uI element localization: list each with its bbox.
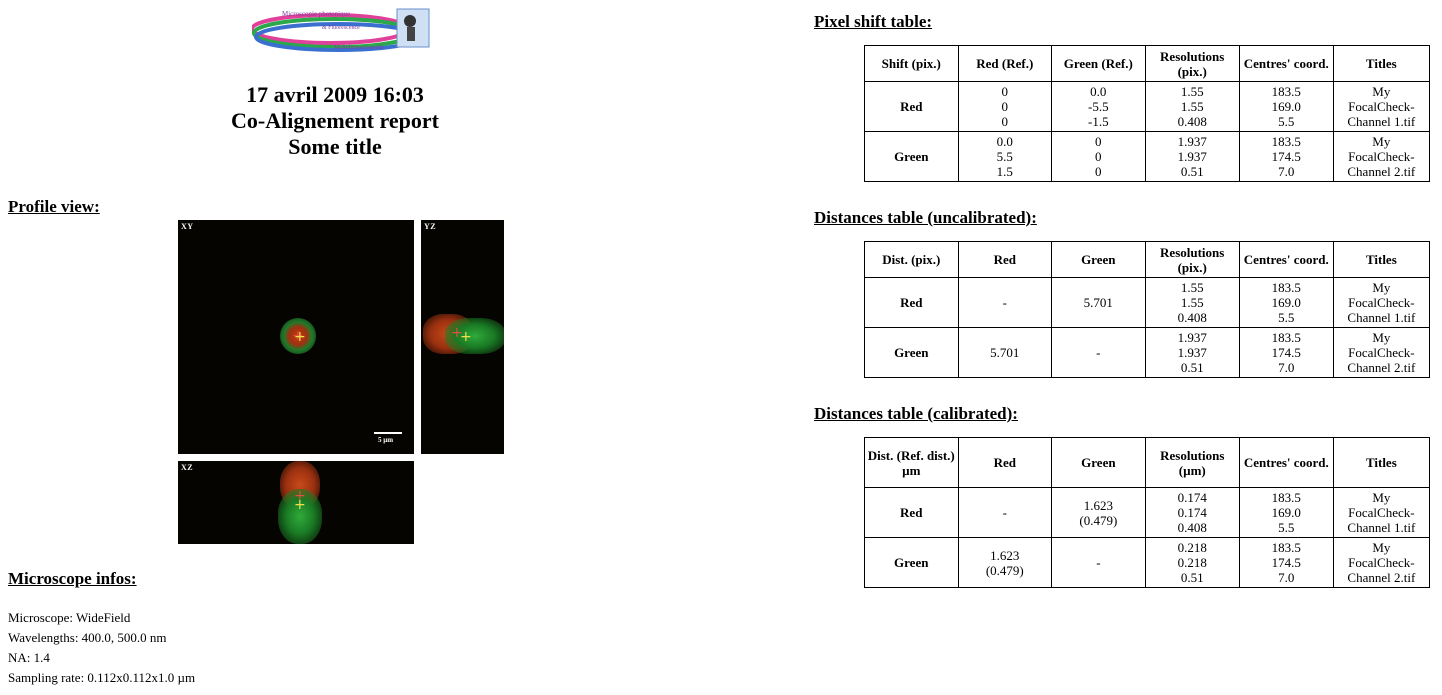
row-header: Red — [864, 487, 959, 538]
yz-label: YZ — [424, 222, 437, 231]
xz-profile-image: XZ + + — [178, 461, 414, 544]
column-header: Green — [1051, 241, 1146, 278]
column-header: Red — [957, 241, 1053, 278]
table-cell: - — [1051, 537, 1146, 588]
column-header: Green (Ref.) — [1051, 45, 1146, 82]
table-cell: 1.937 1.937 0.51 — [1144, 131, 1240, 182]
table-cell: 1.623 (0.479) — [957, 537, 1053, 588]
xy-bead-spot — [280, 318, 316, 354]
table-cell: 0.218 0.218 0.51 — [1144, 537, 1240, 588]
column-header: Green — [1051, 437, 1146, 488]
table-row: Green 1.623 (0.479) -0.218 0.218 0.51 183.5… — [864, 537, 1431, 588]
table-cell: 0.0 -5.5 -1.5 — [1051, 81, 1146, 132]
table-row: Red -5.701 1.55 1.55 0.408 183.5 169.0 5.5 M… — [864, 277, 1431, 328]
table-cell: 1.55 1.55 0.408 — [1144, 81, 1240, 132]
row-header: Green — [864, 131, 959, 182]
column-header: Dist. (Ref. dist.) µm — [864, 437, 959, 488]
xz-label: XZ — [181, 463, 194, 472]
table-cell: 183.5 174.5 7.0 — [1238, 537, 1334, 588]
logo-line-1: Microscopie photonique — [282, 10, 350, 18]
report-date: 17 avril 2009 16:03 — [246, 82, 424, 107]
table-cell: My FocalCheck- Channel 1.tif — [1332, 81, 1431, 132]
pixel-shift-title: Pixel shift table: — [814, 12, 933, 31]
info-na: NA: 1.4 — [8, 650, 50, 665]
table-cell: 183.5 169.0 5.5 — [1238, 487, 1334, 538]
column-header: Titles — [1332, 437, 1431, 488]
table-cell: My FocalCheck- Channel 2.tif — [1332, 327, 1431, 378]
table-cell: 0.174 0.174 0.408 — [1144, 487, 1240, 538]
table-cell: 183.5 169.0 5.5 — [1238, 277, 1334, 328]
uncal-distances-table: Dist. (pix.) Red Green Resolutions (pix.) Ce… — [864, 241, 1431, 378]
table-cell: 1.55 1.55 0.408 — [1144, 277, 1240, 328]
xy-green-cross: + — [294, 329, 306, 345]
column-header: Titles — [1332, 45, 1431, 82]
column-header: Centres' coord. — [1238, 45, 1334, 82]
yz-profile-image: YZ + + — [421, 220, 504, 454]
column-header: Centres' coord. — [1238, 241, 1334, 278]
microscope-infos-title: Microscope infos: — [8, 569, 137, 588]
table-row: Red 0 0 0 0.0 -5.5 -1.5 1.55 1.55 0.408 183.… — [864, 81, 1431, 132]
table-cell: 183.5 174.5 7.0 — [1238, 131, 1334, 182]
table-cell: - — [1051, 327, 1146, 378]
table-cell: 1.623 (0.479) — [1051, 487, 1146, 538]
logo-line-2: & Fluorescence — [322, 25, 360, 31]
table-cell: 5.701 — [1051, 277, 1146, 328]
profile-view-title: Profile view: — [8, 197, 100, 216]
institution-logo: Microscopie photonique & Fluorescence Mu… — [250, 5, 432, 55]
scale-bar-label: 5 µm — [378, 436, 394, 444]
uncal-distances-title: Distances table (uncalibrated): — [814, 208, 1037, 227]
logo-line-3: Multidimensionnelle — [334, 45, 384, 51]
xy-red-cross: + — [292, 328, 304, 344]
microscope-info-list: Microscope: WideField Wavelengths: 400.0… — [8, 608, 195, 688]
info-microscope: Microscope: WideField — [8, 610, 131, 625]
xz-green-cross: + — [294, 497, 306, 513]
xz-green-spot — [278, 489, 322, 544]
table-cell: My FocalCheck- Channel 2.tif — [1332, 131, 1431, 182]
table-cell: My FocalCheck- Channel 1.tif — [1332, 487, 1431, 538]
info-sampling-rate: Sampling rate: 0.112x0.112x1.0 µm — [8, 670, 196, 685]
yz-green-cross: + — [460, 329, 472, 345]
table-row: Green 5.701-1.937 1.937 0.51 183.5 174.5 7… — [864, 327, 1431, 378]
table-cell: 183.5 169.0 5.5 — [1238, 81, 1334, 132]
column-header: Dist. (pix.) — [864, 241, 959, 278]
table-cell: - — [957, 487, 1053, 538]
info-wavelengths: Wavelengths: 400.0, 500.0 nm — [8, 630, 167, 645]
cal-distances-title: Distances table (calibrated): — [814, 404, 1018, 423]
xy-label: XY — [181, 222, 194, 231]
column-header: Resolutions (pix.) — [1144, 241, 1240, 278]
table-cell: 1.937 1.937 0.51 — [1144, 327, 1240, 378]
table-cell: My FocalCheck- Channel 1.tif — [1332, 277, 1431, 328]
table-cell: 183.5 174.5 7.0 — [1238, 327, 1334, 378]
row-header: Green — [864, 327, 959, 378]
pixel-shift-table: Shift (pix.) Red (Ref.) Green (Ref.) Resolu… — [864, 45, 1431, 182]
xy-profile-image: XY + + 5 µm — [178, 220, 414, 454]
row-header: Green — [864, 537, 959, 588]
table-cell: 0 0 0 — [1051, 131, 1146, 182]
cal-distances-table: Dist. (Ref. dist.) µm Red Green Resolutions… — [864, 437, 1431, 588]
column-header: Red (Ref.) — [957, 45, 1053, 82]
report-title: Co-Alignement report — [231, 108, 439, 133]
column-header: Shift (pix.) — [864, 45, 959, 82]
column-header: Red — [957, 437, 1053, 488]
column-header: Resolutions (µm) — [1144, 437, 1240, 488]
column-header: Titles — [1332, 241, 1431, 278]
table-row: Red -1.623 (0.479) 0.174 0.174 0.408 183.5 … — [864, 487, 1431, 538]
report-subtitle: Some title — [288, 134, 382, 159]
row-header: Red — [864, 81, 959, 132]
yz-red-cross: + — [451, 325, 463, 341]
table-cell: - — [957, 277, 1053, 328]
table-row: Green 0.0 5.5 1.5 0 0 0 1.937 1.937 0.51 183… — [864, 131, 1431, 182]
column-header: Resolutions (pix.) — [1144, 45, 1240, 82]
row-header: Red — [864, 277, 959, 328]
xz-red-cross: + — [294, 488, 306, 504]
table-cell: 0.0 5.5 1.5 — [957, 131, 1053, 182]
report-heading: 17 avril 2009 16:03 Co-Alignement report… — [150, 82, 520, 160]
table-cell: My FocalCheck- Channel 2.tif — [1332, 537, 1431, 588]
table-cell: 5.701 — [957, 327, 1053, 378]
yz-green-spot — [445, 318, 504, 354]
table-cell: 0 0 0 — [957, 81, 1053, 132]
scale-bar — [374, 432, 402, 434]
column-header: Centres' coord. — [1238, 437, 1334, 488]
